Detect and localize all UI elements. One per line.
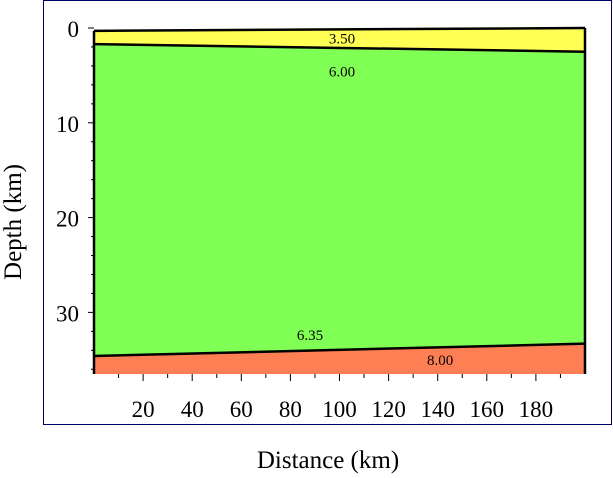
velocity-label-layer-2: 6.00 xyxy=(329,65,355,81)
x-axis-label: Distance (km) xyxy=(256,447,400,474)
x-tick-label: 180 xyxy=(519,397,554,422)
y-tick-label: 30 xyxy=(56,301,79,326)
x-tick-label: 80 xyxy=(279,397,302,422)
interface-line-2 xyxy=(93,42,586,53)
y-axis-label: Depth (km) xyxy=(0,164,27,280)
y-tick-label: 0 xyxy=(68,17,80,42)
boundary-velocity-label-1: 6.35 xyxy=(297,328,323,344)
x-tick-label: 140 xyxy=(420,397,455,422)
y-tick-label: 10 xyxy=(56,112,79,137)
x-tick-label: 120 xyxy=(371,397,406,422)
x-tick-label: 40 xyxy=(181,397,204,422)
y-tick-label: 20 xyxy=(56,207,79,232)
velocity-label-layer-3: 8.00 xyxy=(427,353,453,369)
x-tick-label: 20 xyxy=(132,397,155,422)
velocity-label-layer-1: 3.50 xyxy=(329,31,355,47)
x-tick-label: 100 xyxy=(322,397,357,422)
x-tick-label: 160 xyxy=(470,397,505,422)
interface-line-1 xyxy=(93,26,586,33)
x-tick-label: 60 xyxy=(230,397,253,422)
layer-3-fill xyxy=(94,343,585,374)
interface-line-3 xyxy=(93,342,586,358)
layer-2-fill xyxy=(94,44,585,356)
